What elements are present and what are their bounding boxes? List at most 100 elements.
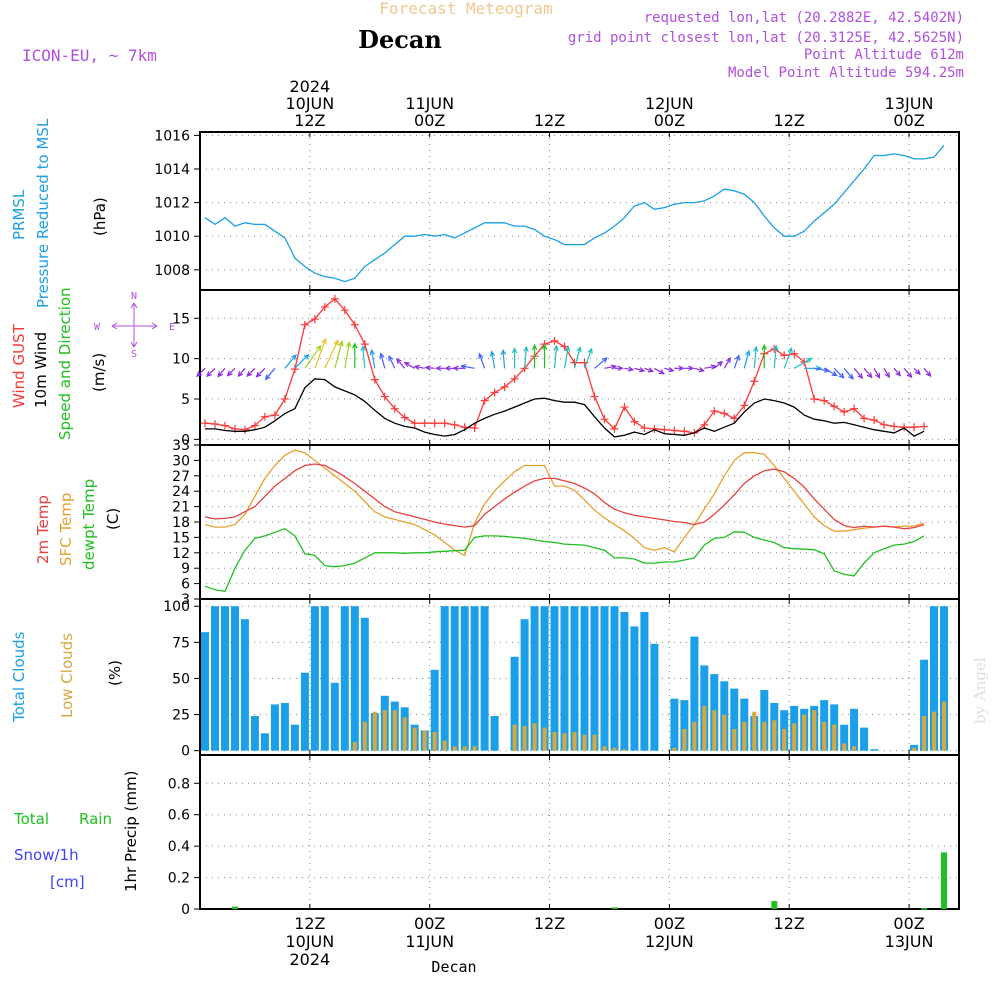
- gust-marker: [830, 402, 839, 411]
- wind-arrow-head: [345, 341, 352, 348]
- low-cloud-bar: [772, 720, 777, 751]
- wind-arrows: [196, 337, 932, 381]
- top-time-label: 13JUN: [885, 94, 934, 113]
- wind-line: [205, 378, 925, 438]
- wind-arrow-head: [246, 371, 253, 377]
- low-cloud-bar: [562, 733, 567, 751]
- wind-arrow: [334, 341, 343, 369]
- top-time-label: 12JUN: [645, 94, 694, 113]
- wind-arrow-head: [303, 353, 310, 360]
- low-cloud-bar: [702, 705, 707, 751]
- wind-arrow-head: [531, 343, 538, 351]
- total-cloud-bar: [480, 606, 489, 751]
- wind-arrow: [853, 367, 863, 379]
- bottom-time-label: 13JUN: [885, 932, 934, 951]
- wind-arrow-head: [435, 365, 442, 372]
- gust-marker: [200, 419, 209, 428]
- low-cloud-bar: [522, 726, 527, 751]
- total-cloud-bar: [240, 619, 249, 751]
- total-cloud-bar: [760, 690, 769, 751]
- pressure-tick-label: 1008: [154, 263, 190, 279]
- wind-arrow-head: [395, 357, 402, 365]
- wind-arrow-head: [333, 339, 339, 346]
- wind-arrow-head: [848, 373, 854, 380]
- gust-marker: [340, 306, 349, 315]
- wind-arrow: [227, 367, 236, 376]
- temp-tick-label: 18: [172, 515, 190, 531]
- wind-arrow: [704, 365, 716, 369]
- compass-e: E: [169, 322, 175, 333]
- rain-bar: [771, 901, 778, 909]
- gust-marker: [400, 413, 409, 422]
- total-label: Total: [13, 810, 49, 828]
- pressure-labels: PRMSL Pressure Reduced to MSL (hPa): [10, 118, 109, 308]
- total-cloud-bar: [840, 724, 849, 751]
- low-cloud-bar: [672, 747, 677, 751]
- low-cloud-bar: [922, 716, 927, 751]
- wind-arrow-head: [388, 354, 394, 362]
- precip-tick-label: 0.6: [168, 808, 190, 824]
- gust-marker: [740, 401, 749, 410]
- bottom-time-label: 00Z: [893, 914, 924, 933]
- wind-arrow: [217, 367, 226, 377]
- wind-arrow: [265, 367, 276, 380]
- gust-marker: [820, 396, 829, 405]
- wind-arrow: [733, 355, 740, 369]
- total-cloud-bar: [290, 724, 299, 751]
- wind-arrow: [256, 367, 266, 378]
- gust-marker: [670, 426, 679, 435]
- wind-arrow: [783, 347, 793, 369]
- cloud-labels: Total Clouds Low Clouds (%) by Angel: [10, 631, 989, 724]
- wind-arrow-head: [647, 367, 655, 373]
- wind-arrow-head: [678, 365, 685, 372]
- total-cloud-bar: [430, 669, 439, 751]
- low-cloud-bar: [752, 711, 757, 751]
- gust-marker: [310, 315, 319, 324]
- gust-marker: [480, 396, 489, 405]
- gust-marker: [330, 294, 339, 303]
- gust-marker: [850, 404, 859, 413]
- total-cloud-bar: [630, 626, 639, 751]
- low-cloud-bar: [792, 723, 797, 751]
- top-time-label: 11JUN: [405, 94, 454, 113]
- t2m-label: 2m Temp: [34, 495, 52, 564]
- low-cloud-bar: [742, 721, 747, 751]
- wind-arrow-head: [787, 346, 793, 354]
- wind-arrow-head: [914, 369, 921, 376]
- wind-arrow: [304, 345, 322, 369]
- total-cloud-bar: [560, 606, 569, 751]
- wind-arrow: [370, 349, 376, 369]
- gust-marker: [370, 375, 379, 384]
- temp-tick-label: 30: [172, 453, 190, 469]
- low-cloud-bar: [782, 729, 787, 751]
- total-cloud-bar: [870, 749, 879, 751]
- wind-arrow: [196, 367, 206, 377]
- wind-arrow-head: [352, 342, 358, 349]
- low-cloud-bar: [822, 721, 827, 751]
- total-cloud-bar: [590, 606, 599, 751]
- wind-arrow-head: [925, 371, 932, 378]
- wind-arrow-head: [895, 370, 902, 377]
- low-cloud-bar: [392, 710, 397, 751]
- gust-marker: [250, 421, 259, 430]
- wind-arrow-head: [196, 371, 202, 378]
- wind-arrow: [396, 358, 406, 369]
- total-cloud-bar: [310, 606, 319, 751]
- bottom-time-label: 12JUN: [645, 932, 694, 951]
- wind-arrow: [814, 367, 830, 372]
- gust-marker: [720, 409, 729, 418]
- pressure-tick-label: 1010: [154, 229, 190, 245]
- wind-arrow: [523, 346, 528, 369]
- gust-marker: [810, 394, 819, 403]
- wind-arrow-head: [321, 337, 327, 345]
- wind-arrow-head: [875, 372, 881, 379]
- wind-tick-label: 5: [181, 392, 190, 408]
- wind-arrow-head: [369, 348, 375, 356]
- wind-arrow: [624, 367, 634, 371]
- wind-arrow-head: [617, 365, 624, 372]
- requested-coords: requested lon,lat (20.2882E, 42.5402N): [644, 10, 964, 26]
- wind-arrow-head: [237, 371, 244, 378]
- temp-labels: 2m Temp SFC Temp dewpt Temp (C): [34, 479, 122, 570]
